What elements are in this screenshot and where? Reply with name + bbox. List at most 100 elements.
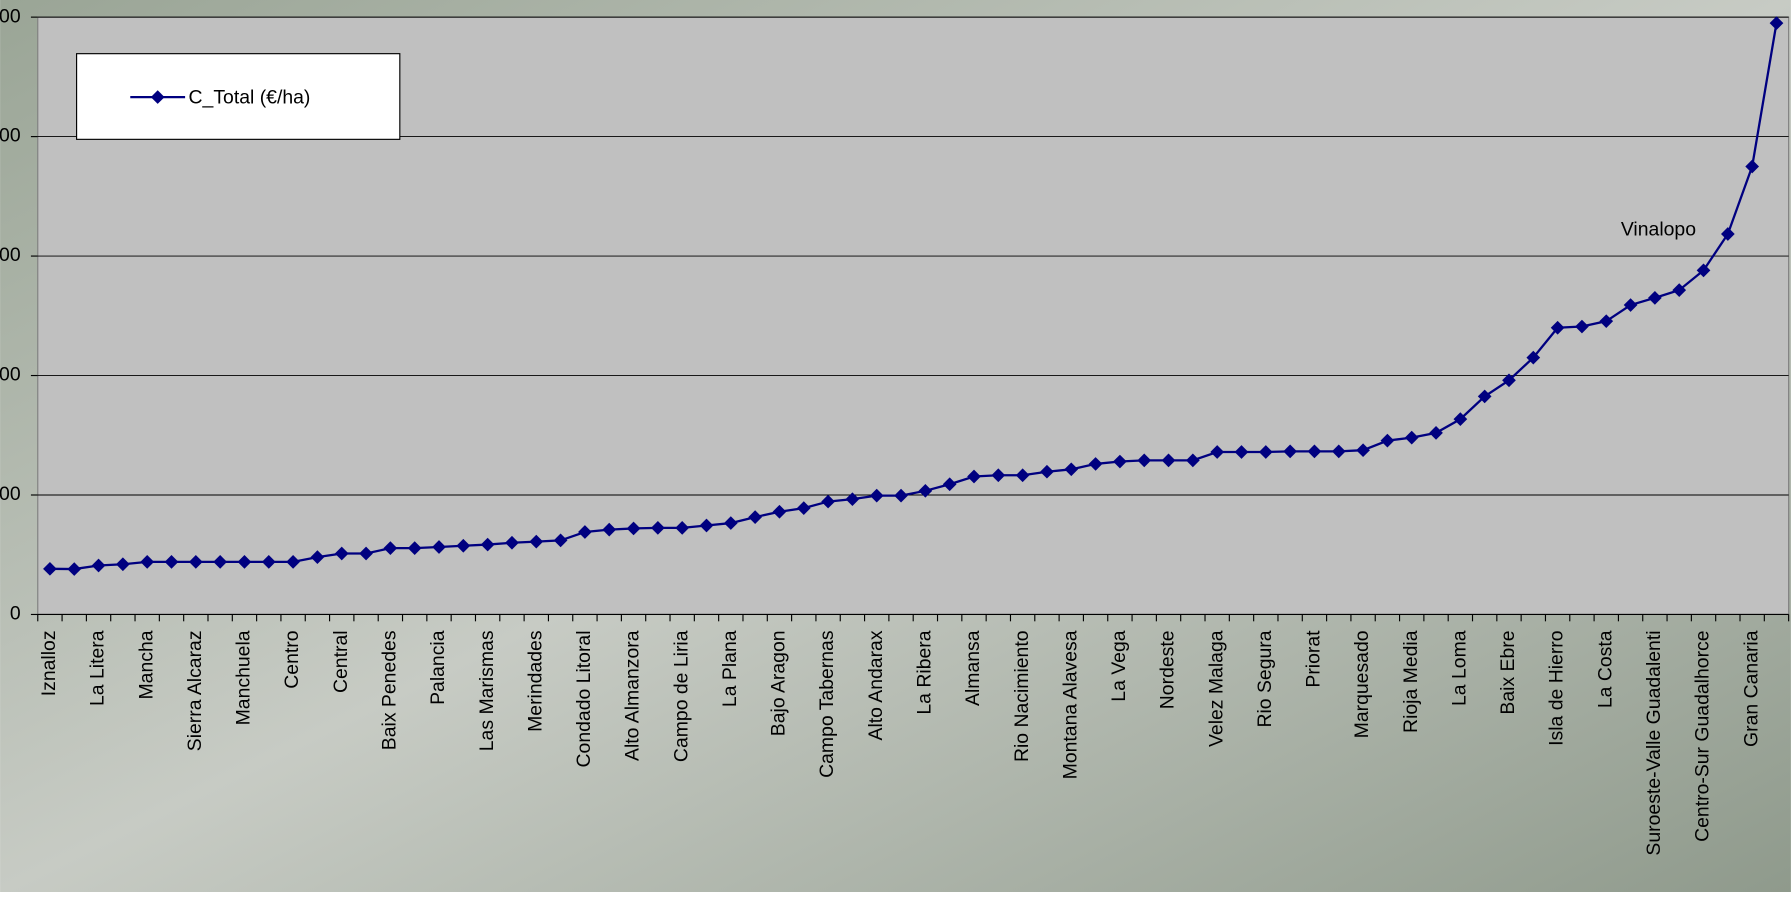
marker: [675, 520, 690, 535]
marker: [164, 555, 179, 569]
marker: [383, 541, 398, 556]
x-tick-label: Velez Malaga: [1205, 630, 1227, 747]
x-tick-label: La Vega: [1108, 630, 1130, 701]
x-tick-label: La Costa: [1594, 630, 1616, 708]
y-tick-label: 4000: [0, 125, 21, 147]
marker: [505, 535, 519, 550]
marker: [626, 521, 641, 536]
x-tick-label: La Loma: [1448, 630, 1470, 706]
marker: [772, 504, 787, 519]
x-tick-label: Almansa: [962, 630, 984, 706]
marker: [1088, 457, 1103, 471]
marker: [699, 518, 714, 533]
x-tick-label: Las Marismas: [476, 630, 498, 751]
marker: [821, 494, 835, 509]
marker: [553, 533, 568, 548]
marker: [1720, 227, 1735, 241]
marker: [1040, 464, 1054, 479]
marker: [213, 555, 227, 569]
marker: [1453, 412, 1468, 426]
x-tick-label: Campo Tabernas: [816, 630, 838, 777]
marker: [1234, 445, 1249, 459]
marker: [261, 555, 276, 569]
marker: [1186, 453, 1200, 468]
marker: [918, 483, 933, 498]
marker: [1331, 444, 1346, 459]
marker: [1599, 314, 1614, 329]
marker: [1137, 453, 1152, 468]
x-tick-label: Montana Alavesa: [1059, 630, 1081, 779]
legend-label: C_Total (€/ha): [189, 86, 311, 108]
marker: [456, 538, 471, 553]
legend-marker: [150, 90, 165, 104]
marker: [140, 555, 155, 569]
marker: [723, 516, 738, 530]
marker: [1477, 389, 1492, 404]
y-tick-label: 1000: [0, 483, 21, 505]
marker: [1210, 445, 1225, 459]
marker: [1769, 16, 1784, 30]
x-tick-label: Marquesado: [1351, 630, 1373, 738]
x-tick-label: Baix Ebre: [1497, 630, 1519, 714]
x-tick-label: Iznalloz: [38, 630, 60, 696]
marker: [310, 550, 325, 564]
x-tick-label: La Ribera: [913, 630, 935, 714]
x-tick-label: Centro-Sur Guadalhorce: [1692, 630, 1714, 841]
marker: [188, 555, 203, 569]
marker: [1696, 263, 1711, 278]
x-tick-label: Nordeste: [1157, 630, 1179, 709]
x-tick-label: Centro: [281, 630, 303, 688]
y-tick-label: 0: [10, 603, 21, 625]
annotation: Vinalopo: [1621, 218, 1696, 240]
marker: [1161, 453, 1176, 468]
x-tick-label: Condado Litoral: [573, 630, 595, 767]
marker: [602, 522, 617, 537]
marker: [43, 561, 57, 576]
marker: [1283, 444, 1297, 459]
marker: [286, 555, 300, 569]
marker: [894, 488, 908, 503]
y-tick-label: 3000: [0, 244, 21, 266]
y-tick-label: 5000: [0, 5, 21, 27]
x-tick-label: Rio Nacimiento: [1011, 630, 1033, 762]
x-tick-label: Isla de Hierro: [1546, 630, 1568, 745]
x-tick-label: Rio Segura: [1254, 630, 1276, 727]
x-tick-label: Priorat: [1303, 630, 1325, 688]
x-tick-label: La Plana: [719, 630, 741, 707]
x-tick-label: Mancha: [135, 630, 157, 699]
x-tick-label: Alto Almanzora: [622, 630, 644, 761]
marker: [1307, 444, 1322, 459]
marker: [237, 555, 252, 569]
marker: [1258, 445, 1273, 459]
marker: [1575, 319, 1589, 334]
y-tick-label: 2000: [0, 364, 21, 386]
x-tick-label: Merindades: [524, 630, 546, 731]
marker: [529, 534, 544, 549]
marker: [651, 520, 665, 535]
x-tick-label: Rioja Media: [1400, 630, 1422, 733]
x-tick-label: Bajo Aragon: [768, 630, 790, 736]
marker: [1380, 433, 1395, 448]
marker: [1113, 454, 1127, 469]
marker: [869, 488, 884, 503]
x-tick-label: Campo de Liria: [670, 630, 692, 762]
marker: [1745, 159, 1760, 174]
x-tick-label: Gran Canaria: [1740, 630, 1762, 747]
marker: [942, 477, 957, 492]
marker: [796, 501, 811, 515]
marker: [67, 562, 82, 576]
marker: [578, 525, 592, 539]
x-tick-label: Palancia: [427, 630, 449, 705]
legend: C_Total (€/ha): [76, 53, 401, 140]
marker: [1356, 443, 1370, 458]
x-tick-label: Alto Andarax: [865, 630, 887, 740]
marker: [480, 537, 495, 552]
marker: [1064, 462, 1079, 477]
x-tick-label: Central: [330, 630, 352, 693]
x-tick-label: Suroeste-Valle Guadalenti: [1643, 630, 1665, 855]
marker: [845, 492, 860, 507]
x-tick-label: Sierra Alcaraz: [184, 630, 206, 751]
x-tick-label: La Litera: [87, 630, 109, 706]
